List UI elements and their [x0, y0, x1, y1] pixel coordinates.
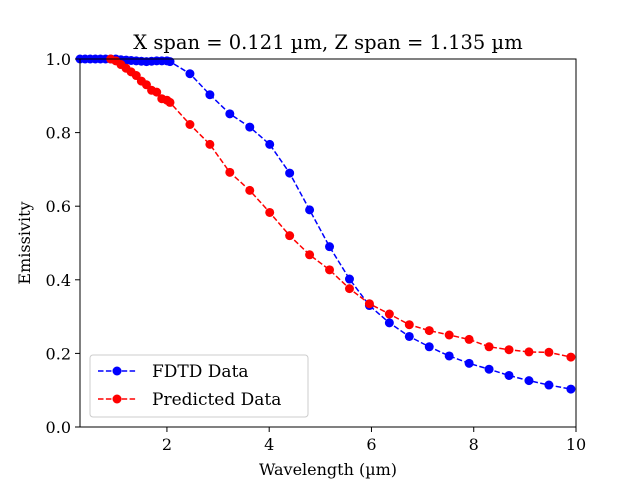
data-point	[344, 274, 354, 284]
data-point	[185, 120, 195, 129]
data-point	[344, 284, 354, 294]
data-point	[504, 345, 514, 355]
data-point	[165, 57, 175, 67]
data-point	[544, 347, 554, 357]
y-tick-label: 1.0	[46, 50, 71, 69]
data-point	[424, 326, 434, 336]
data-point	[245, 122, 255, 132]
series-predicted	[106, 54, 576, 362]
data-point	[504, 370, 514, 380]
x-axis-ticks: 2 4 6 8 10	[162, 427, 586, 454]
x-tick-label: 10	[566, 435, 586, 454]
legend-label-predicted: Predicted Data	[152, 390, 281, 410]
data-point	[444, 351, 454, 361]
data-point	[325, 242, 335, 252]
data-point	[265, 207, 275, 217]
data-point	[165, 97, 175, 107]
x-tick-label: 2	[162, 435, 172, 454]
data-point	[566, 352, 576, 362]
data-point	[384, 318, 394, 328]
legend-label-fdtd: FDTD Data	[152, 362, 249, 382]
data-point	[484, 342, 494, 352]
data-point	[185, 69, 195, 79]
data-point	[205, 90, 215, 100]
data-point	[305, 250, 315, 260]
data-point	[305, 205, 315, 215]
data-point	[152, 87, 162, 97]
data-point	[444, 330, 454, 340]
y-axis-ticks: 0.0 0.2 0.4 0.6 0.8 1.0	[46, 50, 80, 437]
data-point	[524, 376, 534, 386]
x-tick-label: 6	[366, 435, 376, 454]
data-point	[404, 320, 414, 330]
axes-frame	[79, 58, 577, 428]
legend: FDTD Data Predicted Data	[89, 354, 309, 418]
data-point	[225, 167, 235, 177]
data-point	[325, 265, 335, 275]
y-axis-label: Emissivity	[15, 201, 34, 284]
series-layer	[75, 54, 576, 394]
chart-title: X span = 0.121 µm, Z span = 1.135 µm	[133, 31, 522, 54]
legend-marker-fdtd	[112, 366, 122, 376]
y-tick-label: 0.4	[46, 271, 71, 290]
data-point	[424, 342, 434, 352]
y-tick-label: 0.2	[46, 344, 71, 363]
x-tick-label: 8	[469, 435, 479, 454]
data-point	[245, 185, 255, 195]
y-tick-label: 0.6	[46, 197, 71, 216]
data-point	[464, 334, 474, 344]
data-point	[285, 231, 295, 241]
data-point	[384, 309, 394, 319]
x-axis-label: Wavelength (µm)	[259, 460, 397, 479]
legend-entry-predicted: Predicted Data	[98, 390, 281, 410]
data-point	[524, 347, 534, 357]
data-point	[265, 139, 275, 149]
data-point	[285, 168, 295, 178]
data-point	[566, 384, 576, 394]
data-point	[364, 299, 374, 309]
data-point	[484, 364, 494, 374]
data-point	[544, 380, 554, 390]
data-point	[404, 331, 414, 341]
data-point	[205, 139, 215, 149]
data-point	[464, 358, 474, 368]
y-tick-label: 0.0	[46, 418, 71, 437]
legend-box	[89, 354, 309, 418]
data-point	[225, 109, 235, 119]
legend-entry-fdtd: FDTD Data	[98, 362, 249, 382]
legend-marker-predicted	[112, 394, 122, 404]
y-tick-label: 0.8	[46, 124, 71, 143]
x-tick-label: 4	[264, 435, 274, 454]
